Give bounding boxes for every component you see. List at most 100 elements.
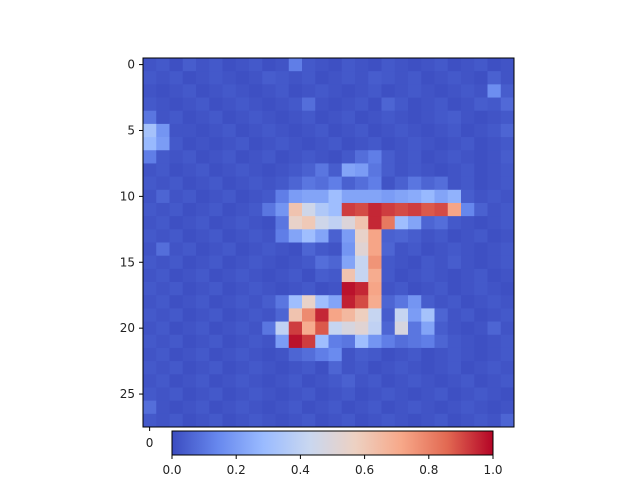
heatmap-cell [222,268,237,283]
heatmap-cell [500,334,515,349]
heatmap-cell [302,242,316,257]
heatmap-cell [222,97,237,112]
heatmap-cell [368,308,382,322]
heatmap-cell [474,400,488,415]
heatmap-cell [315,308,329,322]
heatmap-cell [169,123,184,138]
heatmap-cell [288,150,303,164]
heatmap-cell [408,71,422,85]
heatmap-cell [315,413,329,428]
heatmap-cell [302,334,316,349]
heatmap-cell [288,110,303,125]
heatmap-cell [447,295,462,309]
heatmap-cell [461,282,475,296]
colorbar-tick-label: 0.0 [162,463,181,477]
heatmap-cell [209,268,223,283]
heatmap-cell [500,321,515,336]
heatmap-cell [302,84,316,98]
heatmap-cell [315,97,329,112]
heatmap-cell [143,268,157,283]
heatmap-cell [262,163,276,178]
heatmap-cell [196,229,210,243]
heatmap-cell [461,361,475,375]
heatmap-cell [222,202,237,217]
heatmap-cell [288,361,303,375]
heatmap-cell [182,71,197,85]
heatmap-cell [341,347,356,362]
heatmap-cell [487,97,502,112]
heatmap-cell [222,176,237,191]
heatmap-cell [169,242,184,257]
heatmap-cell [262,282,276,296]
heatmap-cell [461,321,475,336]
heatmap-cell [474,137,488,151]
heatmap-cell [328,334,343,349]
heatmap-cell [182,295,197,309]
heatmap-cell [500,123,515,138]
heatmap-cell [209,374,223,388]
heatmap-cell [302,361,316,375]
heatmap-cell [434,295,449,309]
heatmap-cell [368,163,382,178]
heatmap-cell [447,255,462,270]
heatmap-cell [302,58,316,72]
heatmap-cell [487,387,502,402]
heatmap-cell [156,176,170,191]
heatmap-cell [434,334,449,349]
heatmap-cell [341,189,356,204]
heatmap-cell [394,413,409,428]
heatmap-cell [461,137,475,151]
colorbar-tick-label: 0.8 [419,463,438,477]
heatmap-cell [381,71,396,85]
heatmap-cell [434,255,449,270]
heatmap-cell [421,97,435,112]
heatmap-cell [487,110,502,125]
heatmap-cell [368,321,382,336]
heatmap-cell [288,216,303,230]
heatmap-cell [408,58,422,72]
heatmap-cell [235,282,250,296]
heatmap-cell [156,123,170,138]
heatmap-cell [209,361,223,375]
heatmap-cell [421,137,435,151]
heatmap-cell [169,295,184,309]
heatmap-cell [262,58,276,72]
heatmap-cell [328,176,343,191]
heatmap-cell [500,387,515,402]
heatmap-cell [249,321,263,336]
heatmap-cell [434,58,449,72]
heatmap-cell [355,268,369,283]
heatmap-cell [394,308,409,322]
heatmap-cell [235,137,250,151]
heatmap-cell [355,347,369,362]
heatmap-cell [474,71,488,85]
heatmap-cell [275,202,290,217]
heatmap-cell [275,58,290,72]
heatmap-cell [315,347,329,362]
y-tick-label: 25 [120,387,135,401]
heatmap-cell [474,308,488,322]
heatmap-cell [394,163,409,178]
heatmap-cell [368,413,382,428]
heatmap-cell [328,110,343,125]
heatmap-cell [381,242,396,257]
heatmap-cell [500,347,515,362]
heatmap-cell [474,242,488,257]
heatmap-cell [249,189,263,204]
heatmap-cell [381,163,396,178]
heatmap-cell [447,137,462,151]
heatmap-cell [434,189,449,204]
heatmap-cell [355,413,369,428]
heatmap-cell [222,150,237,164]
heatmap-cell [355,295,369,309]
heatmap-cell [182,413,197,428]
heatmap-cell [222,189,237,204]
heatmap-cell [169,71,184,85]
heatmap-cell [302,400,316,415]
heatmap-cell [315,242,329,257]
heatmap-cell [275,71,290,85]
heatmap-cell [156,71,170,85]
heatmap-cell [447,321,462,336]
heatmap-cell [156,387,170,402]
